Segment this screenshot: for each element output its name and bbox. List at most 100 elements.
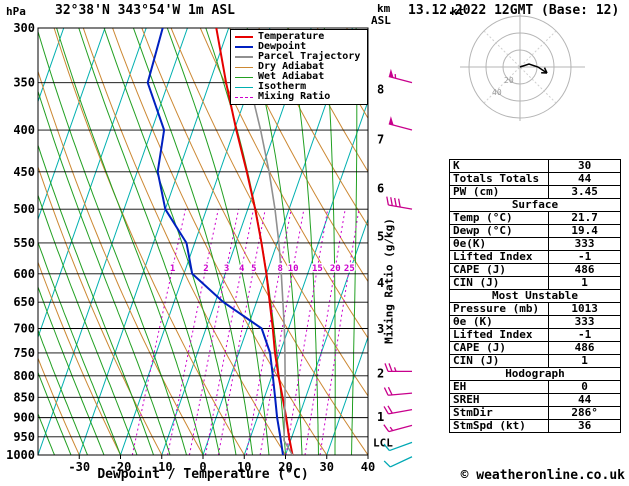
- isotherm-line: [326, 335, 368, 455]
- row-label: CIN (J): [448, 276, 550, 290]
- background-lines: [38, 28, 438, 455]
- section-title: Most Unstable: [449, 289, 621, 303]
- mixing-ratio-line: [205, 209, 254, 455]
- table-row: CAPE (J) 486: [448, 263, 621, 277]
- section-title: Hodograph: [449, 367, 621, 381]
- mixing-ratio-value-label: 10: [288, 264, 299, 274]
- pressure-tick-label: 750: [13, 346, 35, 360]
- hodograph-diagonal: [483, 30, 557, 104]
- legend-line-sample: [235, 66, 253, 68]
- hodograph-unit-label: kt: [451, 5, 465, 18]
- pressure-tick-label: 550: [13, 236, 35, 250]
- pressure-tick-label: 850: [13, 390, 35, 404]
- pressure-tick-label: 350: [13, 76, 35, 90]
- mixing-ratio-value-label: 15: [312, 264, 323, 274]
- row-label: StmDir: [448, 406, 550, 420]
- temp-tick-label: 40: [361, 460, 375, 474]
- legend-item: Isotherm: [235, 82, 363, 92]
- temp-tick-label: 0: [199, 460, 206, 474]
- x-axis-label: Dewpoint / Temperature (°C): [97, 467, 309, 482]
- legend-item-label: Parcel Trajectory: [258, 51, 361, 62]
- row-label: CAPE (J): [448, 263, 550, 277]
- table-row: PW (cm) 3.45: [448, 185, 621, 199]
- mixing-ratio-value-label: 3: [224, 264, 229, 274]
- km-tick-label: 2: [377, 367, 384, 381]
- row-label: Pressure (mb): [448, 302, 550, 316]
- run-datetime: 13.12.2022 12GMT (Base: 12): [408, 3, 620, 18]
- row-label: PW (cm): [448, 185, 550, 199]
- temp-tick-label: -20: [110, 460, 132, 474]
- row-value: 19.4: [548, 224, 621, 238]
- mixing-ratio-line: [319, 209, 360, 455]
- wind-barb: [386, 196, 413, 210]
- table-row: StmDir 286°: [448, 406, 621, 420]
- temp-tick-label: -10: [151, 460, 173, 474]
- row-label: CIN (J): [448, 354, 550, 368]
- hodograph-diagonal: [483, 30, 557, 104]
- table-row: K 30: [448, 159, 621, 173]
- dry-adiabat-line: [258, 28, 368, 227]
- row-value: 36: [548, 419, 621, 433]
- wet-adiabat-line: [38, 371, 72, 455]
- row-value: 1: [548, 354, 621, 368]
- temp-tick-label: 30: [320, 460, 334, 474]
- pressure-tick-label: 450: [13, 165, 35, 179]
- row-value: 30: [548, 159, 621, 173]
- row-value: 486: [548, 341, 621, 355]
- table-row: Temp (°C) 21.7: [448, 211, 621, 225]
- dry-adiabat-line: [38, 356, 80, 455]
- row-value: 44: [548, 393, 621, 407]
- table-row: Totals Totals 44: [448, 172, 621, 186]
- isotherm-line: [38, 28, 188, 455]
- altitude-unit-asl-label: ASL: [371, 14, 391, 27]
- row-label: θe(K): [448, 237, 550, 251]
- row-label: θe (K): [448, 315, 550, 329]
- mixing-ratio-line: [131, 209, 186, 455]
- wet-adiabat-line: [38, 29, 187, 455]
- legend-item-label: Isotherm: [258, 81, 307, 92]
- mixing-ratio-line: [217, 209, 266, 455]
- legend-line-sample: [235, 76, 253, 78]
- legend-line-sample: [235, 56, 253, 58]
- altitude-unit-km-label: km: [377, 2, 391, 15]
- wind-barb: [388, 116, 413, 131]
- pressure-tick-label: 900: [13, 411, 35, 425]
- pressure-tick-label: 950: [13, 430, 35, 444]
- pressure-tick-label: 1000: [6, 448, 35, 462]
- temp-tick-label: 10: [237, 460, 251, 474]
- km-tick-label: 8: [377, 83, 384, 97]
- table-row: Dewp (°C) 19.4: [448, 224, 621, 238]
- mixing-ratio-value-label: 5: [251, 264, 256, 274]
- table-row: EH 0: [448, 380, 621, 394]
- hodograph-trace: [519, 63, 548, 74]
- row-label: CAPE (J): [448, 341, 550, 355]
- table-row: θe (K) 333: [448, 315, 621, 329]
- wind-barb: [383, 441, 413, 452]
- row-value: 333: [548, 237, 621, 251]
- legend-item-label: Dry Adiabat: [258, 61, 325, 72]
- pressure-tick-label: 600: [13, 267, 35, 281]
- table-section-header: Hodograph: [449, 367, 621, 381]
- table-row: CIN (J) 1: [448, 276, 621, 290]
- dry-adiabat-line: [434, 28, 438, 455]
- wind-barb: [383, 424, 413, 433]
- mixing-ratio-value-label: 25: [344, 264, 355, 274]
- table-row: Lifted Index -1: [448, 328, 621, 342]
- row-label: SREH: [448, 393, 550, 407]
- mixing-ratio-value-label: 4: [239, 264, 245, 274]
- legend-item-label: Temperature: [258, 31, 325, 42]
- row-value: 286°: [548, 406, 621, 420]
- row-label: Temp (°C): [448, 211, 550, 225]
- row-value: 0: [548, 380, 621, 394]
- pressure-unit-label: hPa: [6, 5, 26, 18]
- table-row: SREH 44: [448, 393, 621, 407]
- legend-item: Dewpoint: [235, 42, 363, 52]
- pressure-tick-label: 800: [13, 369, 35, 383]
- mixing-ratio-line: [167, 209, 219, 455]
- row-value: -1: [548, 328, 621, 342]
- dry-adiabat-line: [287, 28, 368, 173]
- temp-tick-label: -30: [68, 460, 90, 474]
- mixing-ratio-line: [304, 209, 346, 455]
- table-section-header: Surface: [449, 198, 621, 212]
- plot-border: [37, 27, 369, 456]
